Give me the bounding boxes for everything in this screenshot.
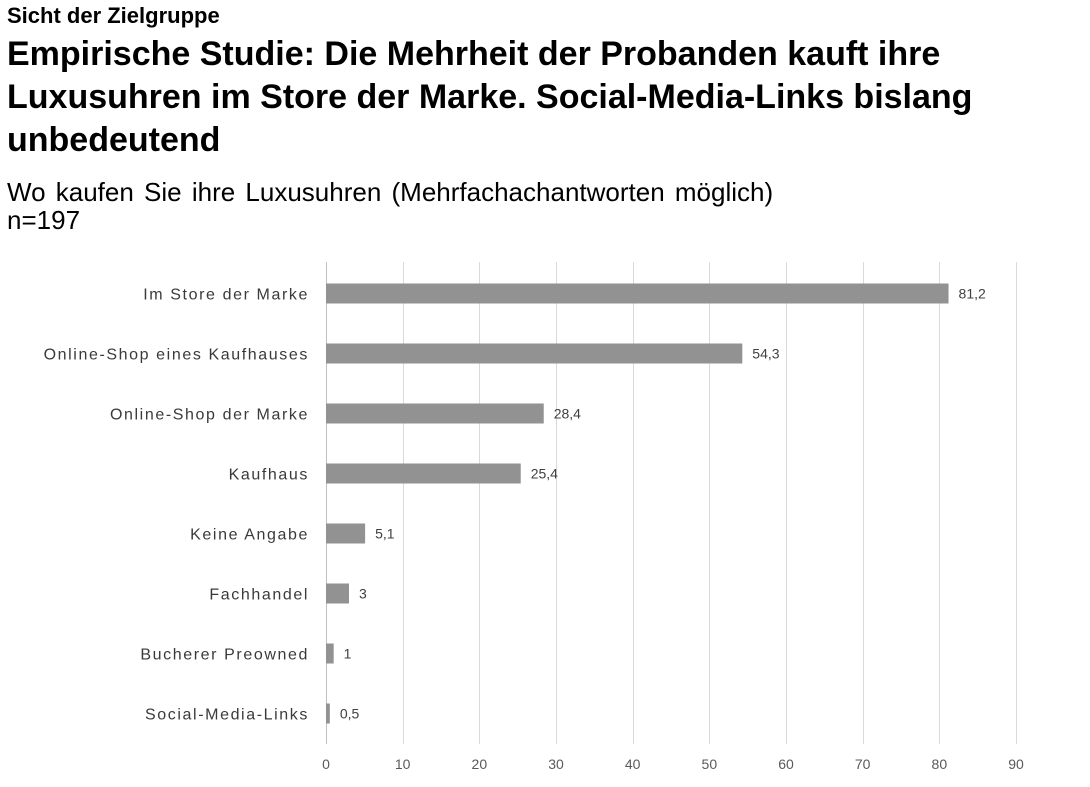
category-label: Social-Media-Links (145, 707, 309, 724)
labels: 0 10 20 30 40 50 60 70 80 90 Im Store der Marke 81,… (44, 286, 1024, 773)
value-label: 3 (359, 586, 367, 602)
value-label: 28,4 (554, 406, 581, 422)
value-label: 0,5 (340, 706, 360, 722)
bar (326, 463, 521, 484)
bar (326, 643, 334, 664)
x-tick-label: 20 (472, 756, 488, 772)
bar (326, 403, 544, 424)
value-label: 25,4 (531, 466, 558, 482)
x-tick-label: 60 (778, 756, 794, 772)
x-tick-label: 30 (548, 756, 564, 772)
x-tick-label: 10 (395, 756, 411, 772)
category-label: Kaufhaus (229, 467, 309, 484)
bar (326, 283, 949, 304)
x-tick-label: 0 (322, 756, 330, 772)
category-label: Keine Angabe (190, 527, 309, 544)
chart-subtitle: Wo kaufen Sie ihre Luxusuhren (Mehrfacha… (7, 177, 774, 207)
gridlines (326, 262, 1017, 744)
x-tick-label: 70 (855, 756, 871, 772)
category-label: Im Store der Marke (143, 287, 309, 304)
category-label: Bucherer Preowned (140, 647, 309, 664)
bar (326, 523, 366, 544)
x-tick-label: 80 (932, 756, 948, 772)
value-label: 54,3 (752, 346, 779, 362)
chart-headline: Empirische Studie: Die Mehrheit der Prob… (7, 35, 973, 159)
x-tick-label: 50 (702, 756, 718, 772)
bars (326, 283, 949, 724)
x-tick-label: 90 (1008, 756, 1024, 772)
category-label: Online-Shop der Marke (110, 407, 309, 424)
bar (326, 343, 743, 364)
kicker-text: Sicht der Zielgruppe (7, 3, 220, 28)
category-label: Fachhandel (209, 587, 309, 604)
value-label: 81,2 (959, 286, 986, 302)
x-tick-label: 40 (625, 756, 641, 772)
bar (326, 703, 330, 724)
value-label: 5,1 (375, 526, 395, 542)
sample-size: n=197 (7, 205, 81, 235)
value-label: 1 (344, 646, 352, 662)
category-label: Online-Shop eines Kaufhauses (44, 347, 309, 364)
bar (326, 583, 349, 604)
